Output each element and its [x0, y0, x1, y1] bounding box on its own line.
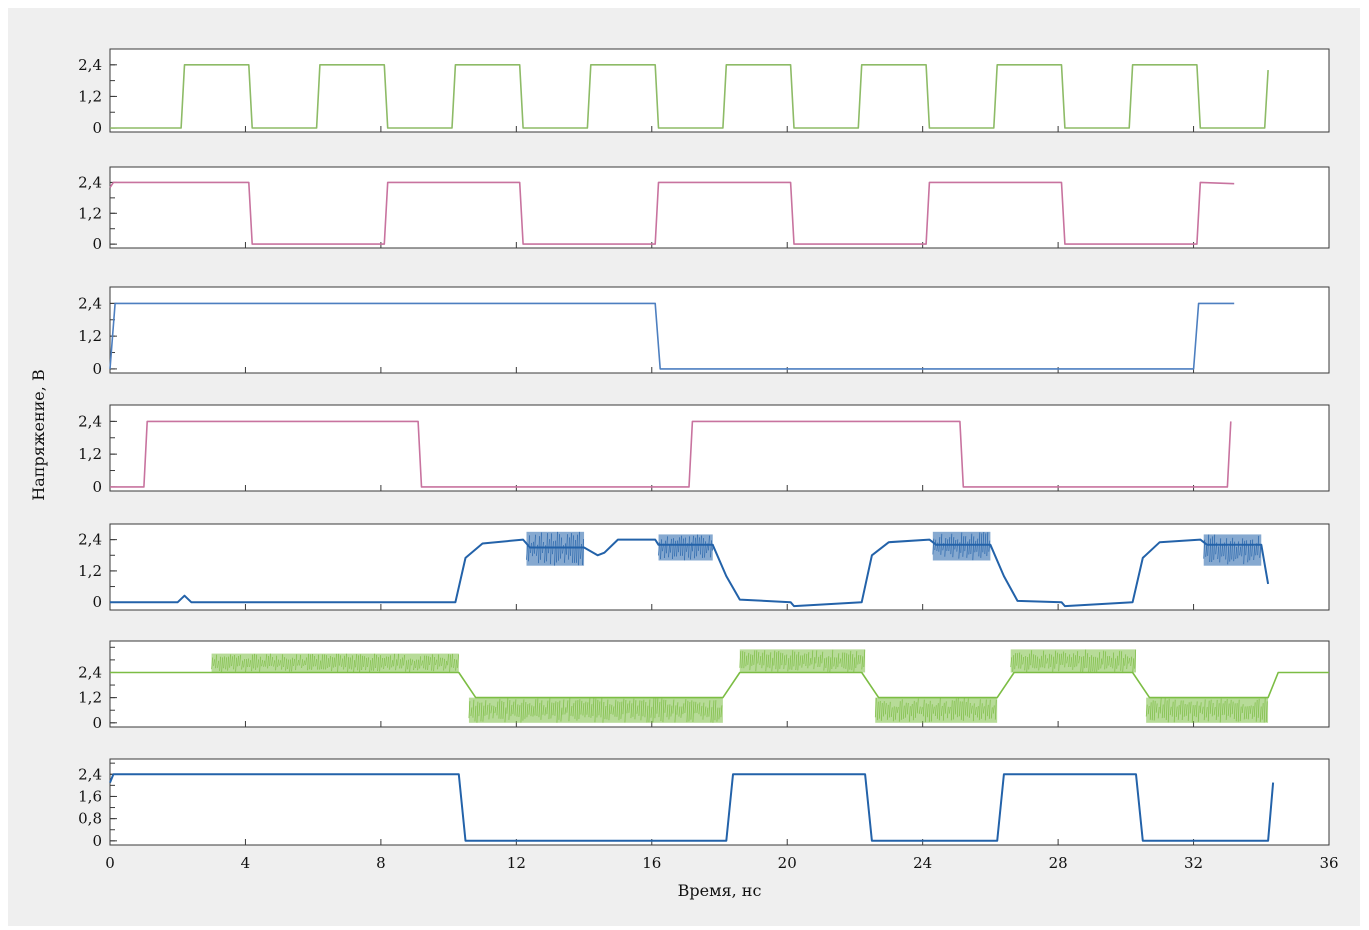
panel-7: 0 0,8 1,6 2,4 [78, 758, 1330, 850]
y-tick-label: 2,4 [78, 663, 102, 681]
noise-band-fill [211, 653, 459, 673]
noise-band [1010, 649, 1137, 673]
y-tick-label: 1,2 [78, 87, 102, 105]
y-tick-label: 0 [92, 593, 102, 611]
y-tick-label: 1,2 [78, 327, 102, 345]
x-axis-title: Время, нс [678, 881, 762, 900]
y-tick-label: 2,4 [78, 56, 102, 74]
noise-band [658, 534, 714, 561]
noise-band [211, 653, 459, 673]
y-tick-label: 2,4 [78, 173, 102, 191]
y-tick-label: 2,4 [78, 412, 102, 430]
y-axis-title: Напряжение, В [29, 369, 48, 500]
chart-figure: 0 1,2 2,4 0 1,2 2,4 0 1,2 2,4 0 1,2 2,4 0 1,2 2,4 0 1,2 2… [8, 8, 1360, 926]
y-tick-label: 0 [92, 360, 102, 378]
plot-area [109, 758, 1330, 846]
y-tick-label: 1,6 [78, 787, 102, 805]
signal-trace [110, 671, 1329, 699]
x-tick-label: 16 [642, 854, 661, 872]
x-tick-label: 36 [1319, 854, 1338, 872]
x-tick-label: 0 [105, 854, 115, 872]
signal-trace [109, 181, 1235, 245]
plot-area [109, 404, 1330, 492]
noise-band-hatch [739, 649, 866, 673]
noise-band-hatch [211, 653, 459, 673]
y-tick-label: 0 [92, 235, 102, 253]
x-tick-label: 8 [376, 854, 386, 872]
y-tick-label: 0,8 [78, 810, 102, 828]
panel-5: 0 1,2 2,4 [78, 523, 1330, 611]
x-tick-label: 4 [241, 854, 251, 872]
panel-3: 0 1,2 2,4 [78, 286, 1330, 378]
chart-canvas: 0 1,2 2,4 0 1,2 2,4 0 1,2 2,4 0 1,2 2,4 0 1,2 2,4 0 1,2 2… [29, 48, 1339, 900]
noise-band [932, 531, 991, 561]
x-tick-label: 32 [1184, 854, 1203, 872]
noise-band-hatch [468, 697, 723, 723]
x-tick-label: 12 [507, 854, 526, 872]
signal-trace [110, 538, 1270, 608]
panel-6: 0 1,2 2,4 [78, 640, 1330, 732]
noise-band [1203, 534, 1262, 566]
noise-band [526, 531, 585, 566]
plot-area [109, 286, 1330, 374]
y-tick-label: 1,2 [78, 689, 102, 707]
signal-trace [110, 420, 1232, 488]
y-tick-label: 0 [92, 119, 102, 137]
y-tick-label: 2,4 [78, 531, 102, 549]
y-tick-label: 0 [92, 714, 102, 732]
signal-trace [109, 302, 1235, 370]
noise-band [739, 649, 866, 673]
x-tick-label: 28 [1049, 854, 1068, 872]
signal-trace [109, 773, 1275, 842]
x-tick-label: 20 [778, 854, 797, 872]
signal-trace [110, 64, 1269, 129]
panel-4: 0 1,2 2,4 [78, 404, 1330, 496]
y-tick-label: 1,2 [78, 562, 102, 580]
noise-band-hatch [1145, 697, 1268, 723]
y-tick-label: 2,4 [78, 765, 102, 783]
y-tick-label: 0 [92, 832, 102, 850]
y-tick-label: 1,2 [78, 204, 102, 222]
y-tick-label: 2,4 [78, 294, 102, 312]
plot-area [109, 48, 1330, 133]
y-tick-label: 1,2 [78, 445, 102, 463]
noise-band [874, 697, 998, 723]
plot-area [109, 166, 1330, 249]
noise-band-hatch [874, 697, 997, 723]
noise-band [1145, 697, 1269, 723]
panel-2: 0 1,2 2,4 [78, 166, 1330, 253]
panel-1: 0 1,2 2,4 [78, 48, 1330, 137]
noise-band-hatch [1010, 649, 1137, 673]
noise-band [468, 697, 723, 723]
y-tick-label: 0 [92, 478, 102, 496]
x-tick-label: 24 [913, 854, 932, 872]
noise-band-hatch [1203, 534, 1262, 565]
plot-area [109, 523, 1330, 611]
